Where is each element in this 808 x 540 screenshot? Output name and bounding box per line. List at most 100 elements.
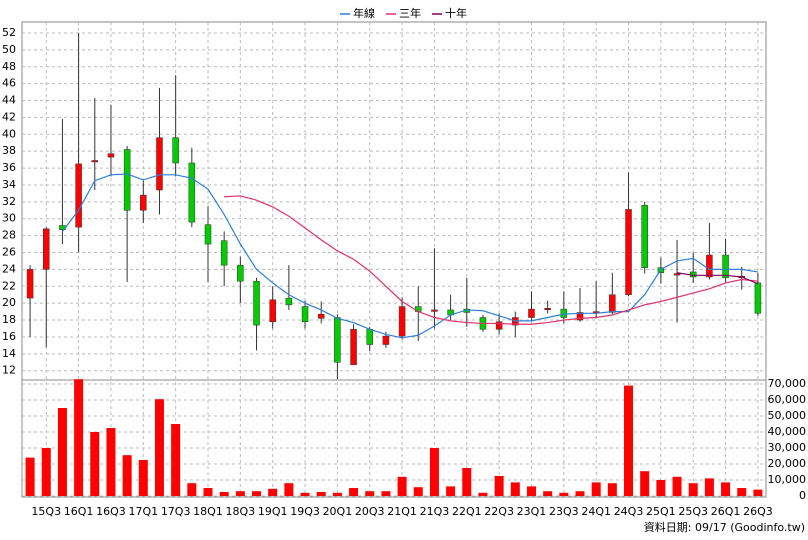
y-tick-label: 52: [2, 26, 16, 39]
candle-body: [285, 297, 293, 306]
volume-bar: [300, 492, 310, 496]
x-tick-label: 16Q1: [64, 505, 94, 518]
volume-bar: [543, 491, 553, 496]
candle-body: [673, 273, 681, 276]
candle-body: [754, 282, 762, 314]
y-tick-label: 40: [2, 127, 16, 140]
candle-body: [560, 308, 568, 318]
volume-bar: [753, 489, 763, 496]
ma-line: [676, 272, 759, 285]
volume-bar: [397, 476, 407, 496]
candle-body: [204, 224, 212, 245]
x-tick-label: 23Q1: [517, 505, 547, 518]
volume-bar: [252, 491, 262, 496]
x-tick-label: 20Q1: [323, 505, 353, 518]
y-tick-label: 46: [2, 77, 16, 90]
y2-tick-label: 30,000: [768, 441, 807, 454]
y2-tick-label: 10,000: [768, 473, 807, 486]
x-tick-label: 19Q1: [258, 505, 288, 518]
y2-tick-label: 40,000: [768, 425, 807, 438]
volume-bar: [737, 488, 747, 496]
candle-body: [43, 228, 50, 270]
x-tick-label: 24Q3: [614, 505, 644, 518]
volume-bar: [591, 482, 601, 496]
volume-bar: [688, 483, 698, 496]
x-tick-label: 15Q3: [31, 505, 61, 518]
volume-bar: [187, 483, 197, 496]
candle-body: [528, 308, 535, 318]
candle-body: [123, 149, 131, 211]
candle-body: [140, 194, 147, 211]
y-tick-label: 38: [2, 144, 16, 157]
volume-bar: [268, 488, 278, 496]
footer: 資料日期: 09/17 (Goodinfo.tw): [644, 520, 805, 534]
volume-bar: [122, 455, 132, 496]
volume-bar: [494, 476, 504, 496]
y-tick-label: 28: [2, 229, 16, 242]
volume-bar: [721, 482, 731, 496]
candle-body: [576, 312, 584, 321]
x-tick-label: 23Q3: [549, 505, 579, 518]
x-tick-label: 22Q3: [484, 505, 514, 518]
candle-body: [722, 254, 729, 279]
volume-bar: [154, 399, 164, 496]
y2-tick-label: 70,000: [768, 377, 807, 390]
y-tick-label: 36: [2, 161, 16, 174]
candle-body: [366, 329, 373, 345]
legend-label: 年線: [353, 6, 375, 20]
y-tick-label: 14: [2, 347, 16, 360]
volume-bar: [41, 448, 51, 496]
candle-body: [75, 163, 82, 228]
candle-body: [317, 313, 325, 319]
volume-bar: [90, 432, 100, 496]
legend-label: 三年: [399, 6, 421, 20]
x-tick-label: 18Q1: [193, 505, 223, 518]
y2-tick-label: 50,000: [768, 409, 807, 422]
candle-body: [398, 306, 406, 337]
candle-body: [26, 269, 34, 299]
volume-bar: [704, 478, 714, 496]
volume-bar: [413, 487, 423, 496]
candle-body: [156, 137, 163, 191]
x-tick-label: 16Q3: [96, 505, 126, 518]
x-tick-label: 22Q1: [452, 505, 482, 518]
volume-bar: [575, 491, 585, 496]
x-tick-label: 21Q1: [387, 505, 417, 518]
x-tick-label: 17Q1: [128, 505, 158, 518]
volume-bar: [672, 476, 682, 496]
candle-body: [382, 335, 390, 345]
volume-bar: [349, 488, 359, 496]
volume-bar: [559, 492, 569, 496]
candle-body: [107, 153, 115, 158]
y-tick-label: 18: [2, 313, 16, 326]
candle-body: [544, 307, 551, 310]
y2-tick-label: 60,000: [768, 393, 807, 406]
volume-bar: [607, 483, 617, 496]
x-tick-label: 24Q1: [581, 505, 611, 518]
candle-body: [172, 137, 179, 164]
volume-bar: [138, 460, 148, 496]
y-tick-label: 16: [2, 330, 16, 343]
volume-bar: [219, 492, 229, 496]
y2-tick-label: 0: [799, 489, 806, 502]
legend-label: 十年: [445, 6, 467, 20]
volume-bar: [429, 448, 439, 496]
x-tick-label: 21Q3: [420, 505, 450, 518]
candle-body: [641, 204, 648, 268]
y-tick-label: 34: [2, 178, 16, 191]
volume-bar: [381, 491, 391, 496]
volume-bar: [462, 468, 472, 496]
volume-bar: [25, 457, 35, 496]
y-tick-label: 12: [2, 364, 16, 377]
volume-bar: [478, 492, 488, 496]
x-tick-label: 25Q1: [646, 505, 676, 518]
candle-body: [609, 294, 616, 313]
candle-body: [431, 309, 438, 312]
candle-body: [334, 317, 341, 363]
x-tick-label: 19Q3: [290, 505, 320, 518]
y-tick-label: 20: [2, 296, 16, 309]
y-tick-label: 42: [2, 110, 16, 123]
y-tick-label: 50: [2, 43, 16, 56]
y-tick-label: 32: [2, 195, 16, 208]
